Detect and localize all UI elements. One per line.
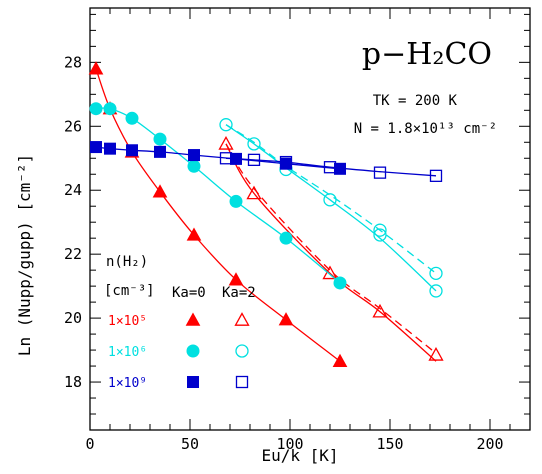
y-tick-label: 22 (64, 245, 82, 263)
data-point-ka2 (279, 155, 293, 169)
data-point-ka2 (322, 265, 338, 280)
model-line-ka2-dashed (225, 143, 437, 354)
data-point-ka0 (187, 159, 201, 173)
data-point-ka2 (428, 347, 444, 361)
x-tick-label: 100 (276, 435, 303, 453)
x-tick-label: 200 (476, 435, 503, 453)
data-point-ka0 (126, 144, 138, 157)
x-tick-label: 0 (85, 435, 94, 453)
y-tick-label: 28 (64, 53, 82, 71)
x-tick-label: 50 (181, 435, 199, 453)
column-density-label: N = 1.8×10¹³ cm⁻² (354, 121, 497, 137)
data-point-ka2 (372, 303, 388, 318)
data-point-ka0 (88, 61, 104, 75)
data-point-ka2 (323, 193, 337, 207)
data-point-ka0 (154, 145, 166, 158)
x-tick-label: 150 (376, 435, 403, 453)
data-point-ka0 (334, 162, 346, 175)
data-point-ka0 (152, 184, 168, 198)
model-line-ka2 (225, 157, 437, 177)
series-square (90, 141, 443, 182)
legend-density-1e9: 1×10⁹ (108, 376, 147, 391)
legend-density-1e5: 1×10⁵ (108, 314, 147, 329)
data-point-ka2 (323, 161, 337, 174)
model-line-ka2 (225, 143, 437, 362)
data-point-ka2 (219, 118, 233, 132)
model-line-ka2 (225, 124, 437, 292)
legend-marker-ka2 (234, 312, 250, 326)
legend-header-ka0: Ka=0 (172, 285, 206, 301)
y-tick-label: 24 (64, 181, 82, 199)
y-axis-label: Ln (Nupp/gupp) [cm⁻²] (15, 154, 34, 356)
model-line-ka2-dashed (225, 124, 437, 274)
data-point-ka0 (279, 231, 293, 245)
chart-title: p−H₂CO (362, 37, 492, 72)
legend-marker-ka0 (187, 376, 199, 388)
data-point-ka0 (332, 353, 348, 367)
legend-header-density: n(H₂) (106, 254, 148, 270)
data-point-ka2 (247, 153, 261, 167)
legend-header-ka2: Ka=2 (222, 285, 256, 301)
data-point-ka0 (125, 111, 139, 125)
legend-header-units: [cm⁻³] (104, 283, 155, 299)
data-point-ka0 (153, 132, 167, 146)
data-point-ka2 (247, 137, 261, 151)
data-point-ka0 (278, 312, 294, 326)
data-point-ka0 (230, 152, 242, 165)
legend-markers (185, 312, 250, 389)
temperature-label: TK = 200 K (373, 93, 458, 109)
data-point-ka2 (218, 136, 234, 150)
data-point-ka0 (103, 102, 117, 116)
data-point-ka2 (429, 169, 443, 182)
legend-marker-ka0 (185, 312, 201, 326)
data-point-ka2 (373, 228, 387, 242)
y-tick-label: 26 (64, 117, 82, 135)
legend-density-1e6: 1×10⁶ (108, 345, 147, 360)
data-point-ka0 (90, 141, 102, 154)
data-point-ka0 (229, 194, 243, 208)
data-point-ka2 (246, 185, 262, 200)
y-tick-label: 20 (64, 309, 82, 327)
data-point-ka0 (333, 276, 347, 290)
data-point-ka0 (228, 272, 244, 286)
data-point-ka0 (104, 142, 116, 155)
data-point-ka0 (188, 149, 200, 162)
x-axis-label: Eu/k [K] (261, 446, 338, 465)
data-point-ka0 (89, 102, 103, 116)
data-point-ka2 (373, 223, 387, 237)
data-point-ka2 (429, 284, 443, 298)
data-point-ka2 (219, 152, 233, 165)
legend-marker-ka0 (186, 344, 200, 358)
data-point-ka2 (429, 266, 443, 280)
legend-marker-ka2 (235, 344, 249, 358)
y-tick-label: 18 (64, 373, 82, 391)
axes: 0 50 100 150 200 18 20 22 24 26 28 (64, 7, 531, 453)
data-layer (88, 61, 444, 367)
legend-marker-ka2 (235, 375, 249, 389)
data-point-ka2 (373, 166, 387, 179)
data-point-ka0 (186, 227, 202, 241)
